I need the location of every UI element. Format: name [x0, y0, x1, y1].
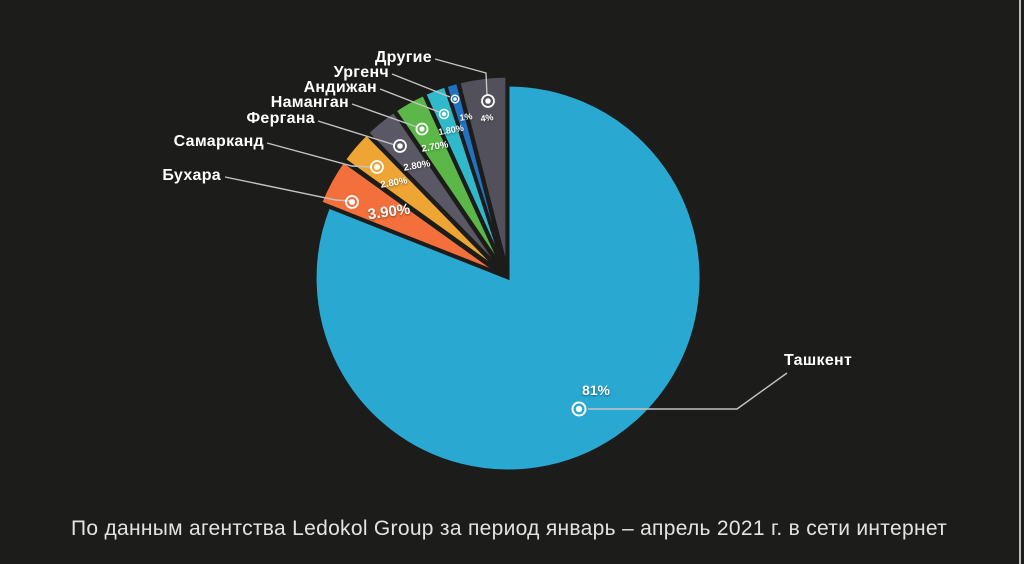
marker-tashkent [571, 401, 587, 417]
right-edge-highlight [1019, 0, 1021, 564]
marker-namangan [415, 122, 429, 136]
leader-line-urgench [391, 73, 451, 98]
slice-label-urgench: Ургенч [333, 64, 389, 81]
leader-line-fergana [317, 120, 396, 146]
slice-label-bukhara: Бухара [162, 167, 221, 184]
pie-slices [313, 74, 703, 473]
pie-slice-Ташкент [313, 83, 703, 473]
slice-label-andijan: Андижан [303, 79, 377, 96]
slice-pct-tashkent: 81% [581, 382, 611, 398]
leader-line-tashkent [588, 372, 788, 410]
slice-label-namangan: Наманган [270, 94, 349, 111]
leader-line-drugie [434, 58, 488, 96]
leader-line-samarkand [266, 142, 372, 168]
slice-label-samarkand: Самарканд [173, 133, 264, 150]
leader-line-andijan [379, 88, 440, 113]
marker-urgench [450, 94, 460, 104]
pie-slice-Бухара [318, 159, 501, 276]
slice-label-drugie: Другие [374, 49, 432, 66]
slice-pct-urgench: 1% [458, 111, 474, 123]
slice-pct-drugie: 4% [479, 112, 495, 124]
marker-drugie [481, 94, 495, 108]
marker-samarkand [370, 160, 384, 174]
source-caption: По данным агентства Ledokol Group за пер… [70, 517, 948, 540]
marker-fergana [393, 139, 407, 153]
marker-bukhara [345, 195, 359, 209]
slice-label-fergana: Фергана [246, 110, 315, 127]
pie-slice-Другие [457, 74, 509, 270]
slice-label-tashkent: Ташкент [784, 352, 853, 369]
marker-andijan [438, 108, 450, 120]
leader-line-namangan [351, 103, 418, 128]
